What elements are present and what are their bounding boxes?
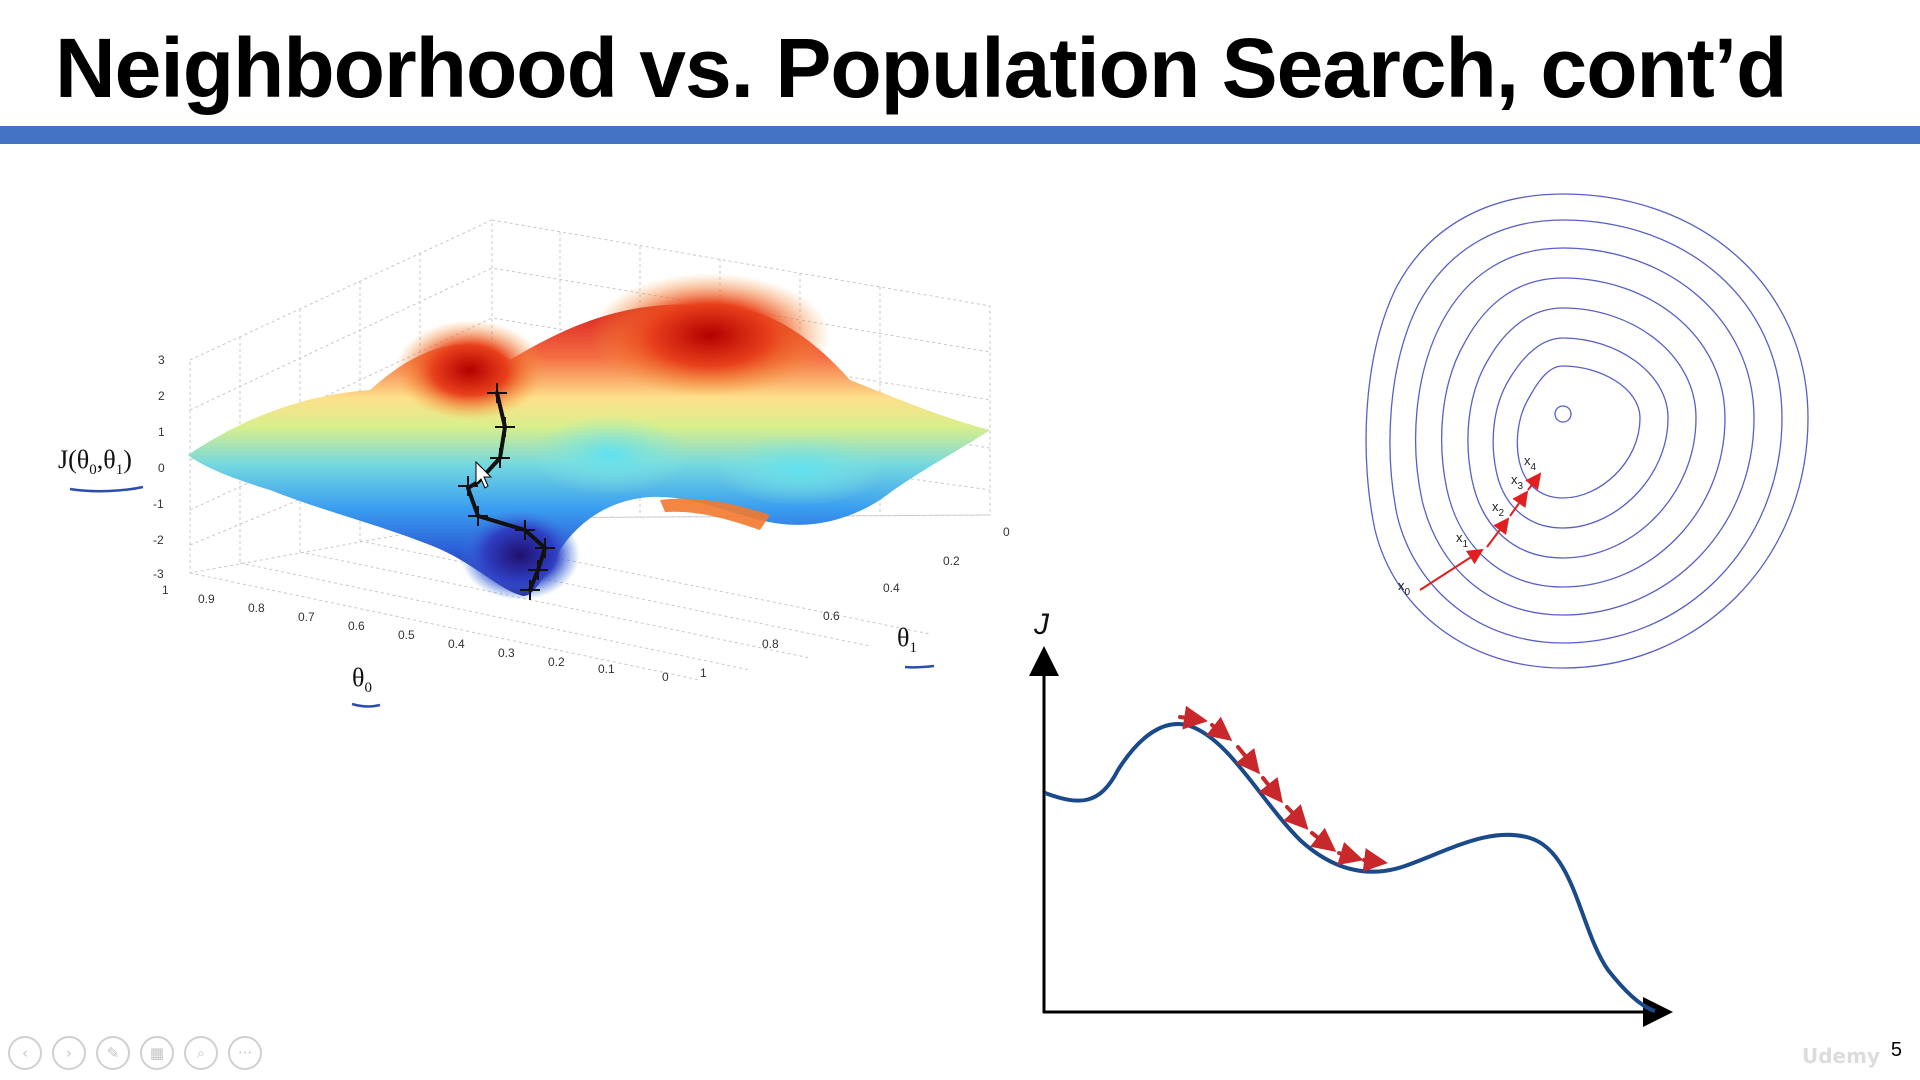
- x-tick: 0.5: [398, 628, 415, 642]
- z-tick: -3: [153, 567, 164, 581]
- contour-plot: x0 x1 x2 x3 x4: [1365, 193, 1809, 669]
- grid-icon: ▦: [149, 1044, 165, 1062]
- x-tick: 0.7: [298, 610, 315, 624]
- y-tick-labels: 0 0.2 0.4 0.6 0.8 1: [700, 525, 1010, 680]
- z-tick: -1: [153, 497, 164, 511]
- z-tick: 3: [158, 353, 165, 367]
- curve-y-axis-label: J: [1033, 608, 1050, 641]
- pen-icon: ✎: [106, 1044, 120, 1062]
- descent-markers: [458, 383, 555, 600]
- contour-point-labels: x0 x1 x2 x3 x4: [1398, 453, 1537, 598]
- z-tick: 0: [158, 461, 165, 475]
- y-label-underline: [904, 664, 935, 669]
- z-tick: 1: [158, 425, 165, 439]
- point-label-x2: x2: [1492, 499, 1505, 519]
- curve-plot: J: [1029, 608, 1673, 1027]
- contour-descent-arrows: [1419, 472, 1542, 591]
- x-tick: 0.6: [348, 619, 365, 633]
- point-label-x1: x1: [1456, 530, 1469, 550]
- x-tick: 0: [662, 670, 669, 684]
- next-slide-button[interactable]: ›: [52, 1036, 86, 1070]
- x-tick: 0.4: [448, 637, 465, 651]
- curve-descent-arrows: [1178, 705, 1388, 872]
- x-tick-labels: 1 0.9 0.8 0.7 0.6 0.5 0.4 0.3 0.2 0.1 0: [162, 583, 669, 684]
- x-tick: 1: [162, 583, 169, 597]
- x-label-underline: [351, 702, 381, 708]
- z-tick-labels: 3 2 1 0 -1 -2 -3: [153, 353, 165, 581]
- prev-slide-button[interactable]: ‹: [8, 1036, 42, 1070]
- y-tick: 0.2: [943, 554, 960, 568]
- presentation-controls: ‹ › ✎ ▦ ⌕ ···: [8, 1036, 262, 1070]
- zoom-button[interactable]: ⌕: [184, 1036, 218, 1070]
- y-tick: 0.6: [823, 609, 840, 623]
- y-tick: 1: [700, 666, 707, 680]
- z-tick: 2: [158, 389, 165, 403]
- title-rule: [0, 126, 1920, 144]
- surface-plot: 3 2 1 0 -1 -2 -3 1 0.9 0.8 0.7 0.6 0.5 0…: [58, 219, 1010, 708]
- z-tick: -2: [153, 533, 164, 547]
- udemy-watermark: Udemy: [1802, 1044, 1880, 1068]
- point-label-x4: x4: [1524, 453, 1537, 473]
- x-tick: 0.3: [498, 646, 515, 660]
- x-tick: 0.2: [548, 655, 565, 669]
- point-label-x0: x0: [1398, 578, 1411, 598]
- z-label-underline: [69, 485, 144, 493]
- x-tick: 0.9: [198, 592, 215, 606]
- z-axis-label: J(θ0,θ1): [58, 445, 132, 478]
- y-tick: 0.4: [883, 581, 900, 595]
- descent-path: [466, 391, 547, 592]
- y-axis-label: θ1: [897, 623, 917, 656]
- slide-sorter-button[interactable]: ▦: [140, 1036, 174, 1070]
- cost-surface: [188, 273, 990, 600]
- contour-rings: [1365, 193, 1809, 669]
- slide-title: Neighborhood vs. Population Search, cont…: [55, 21, 1787, 115]
- more-options-button[interactable]: ···: [228, 1036, 262, 1070]
- mouse-cursor-icon: [475, 460, 493, 489]
- y-tick: 0: [1003, 525, 1010, 539]
- x-tick: 0.8: [248, 601, 265, 615]
- x-axis-label: θ0: [352, 663, 372, 696]
- x-tick: 0.1: [598, 662, 615, 676]
- y-tick: 0.8: [762, 637, 779, 651]
- point-label-x3: x3: [1511, 472, 1524, 492]
- cost-curve: [1044, 722, 1656, 1013]
- chevron-left-icon: ‹: [22, 1044, 28, 1062]
- pen-tool-button[interactable]: ✎: [96, 1036, 130, 1070]
- magnifier-icon: ⌕: [196, 1044, 206, 1062]
- slide-number: 5: [1890, 1039, 1902, 1061]
- chevron-right-icon: ›: [66, 1044, 72, 1062]
- ellipsis-icon: ···: [237, 1044, 253, 1062]
